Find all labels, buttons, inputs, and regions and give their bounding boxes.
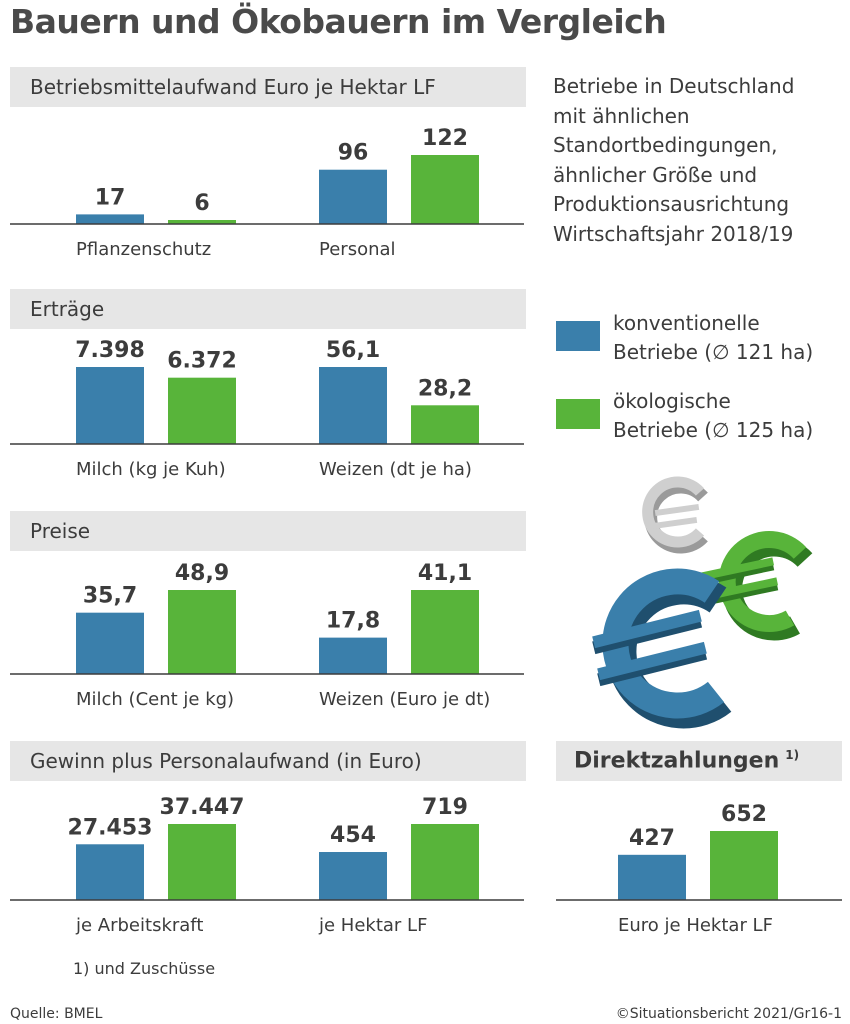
section-title-ertraege: Erträge: [30, 297, 105, 321]
section-header-preise: Preise: [10, 511, 526, 551]
legend-label-line: Betriebe (∅ 125 ha): [613, 418, 814, 442]
category-label: je Arbeitskraft: [75, 915, 203, 936]
euro-icon-green: [699, 531, 813, 641]
chart-panel: 35,7 48,9 Milch (Cent je kg) 17,8 41,1 Weizen…: [10, 561, 524, 710]
section-header-gewinn: Gewinn plus Personalaufwand (in Euro): [10, 741, 526, 781]
bar-value-label: 454: [330, 823, 376, 848]
bar-value-label: 27.453: [68, 815, 153, 840]
page-title: Bauern und Ökobauern im Vergleich: [10, 2, 667, 41]
chart-panel: 27.453 37.447 je Arbeitskraft 454 719 je Hekt…: [10, 795, 524, 936]
info-text: Betriebe in Deutschland mit ähnlichen St…: [553, 72, 794, 249]
legend-label-organic: ökologische Betriebe (∅ 125 ha): [613, 387, 850, 445]
legend-label-conventional: konventionelle Betriebe (∅ 121 ha): [613, 309, 850, 367]
bar-value-label: 719: [422, 795, 468, 820]
euro-symbols-illustration: [592, 476, 813, 729]
section-header-direktzahlungen: Direktzahlungen 1): [556, 741, 842, 781]
category-label: Weizen (Euro je dt): [319, 689, 490, 710]
info-line: ähnlicher Größe und: [553, 162, 758, 187]
bar-organic: [168, 590, 236, 674]
section-title-preise: Preise: [30, 519, 91, 543]
bar-conventional: [76, 367, 144, 444]
category-label: Personal: [319, 239, 396, 260]
category-label: Euro je Hektar LF: [618, 915, 773, 936]
bar-conventional: [76, 844, 144, 900]
info-line: mit ähnlichen: [553, 103, 690, 128]
bar-value-label: 35,7: [83, 584, 137, 609]
info-line: Betriebe in Deutschland: [553, 74, 795, 98]
footnote: 1) und Zuschüsse: [73, 959, 216, 978]
bar-organic: [168, 377, 236, 444]
legend-swatch-organic: [556, 399, 600, 429]
section-header-ertraege: Erträge: [10, 289, 526, 329]
bar-value-label: 17,8: [326, 609, 380, 634]
info-line: Standortbedingungen,: [553, 133, 778, 157]
bar-value-label: 6: [194, 191, 209, 216]
bar-value-label: 122: [422, 126, 468, 151]
bar-organic: [411, 824, 479, 900]
bar-conventional: [618, 854, 686, 900]
bar-value-label: 41,1: [418, 561, 472, 586]
bar-value-label: 37.447: [160, 795, 245, 820]
legend-label-line: ökologische: [613, 389, 731, 413]
direktzahlungen-footnote-mark: 1): [785, 748, 800, 762]
bar-value-label: 6.372: [167, 349, 237, 374]
legend-swatch-conventional: [556, 321, 600, 351]
info-line: Produktionsausrichtung: [553, 192, 790, 216]
euro-icon-blue: [592, 568, 732, 729]
info-line: Wirtschaftsjahr 2018/19: [553, 221, 794, 246]
source-note: Quelle: BMEL: [10, 1006, 103, 1022]
direktzahlungen-title: Direktzahlungen 1): [574, 748, 799, 773]
legend-label-line: konventionelle: [613, 311, 760, 335]
section-title-gewinn: Gewinn plus Personalaufwand (in Euro): [30, 749, 422, 773]
section-title-betriebsmittel: Betriebsmittelaufwand Euro je Hektar LF: [30, 75, 436, 99]
euro-icon-grey: [642, 476, 708, 554]
direktzahlungen-title-text: Direktzahlungen: [574, 748, 780, 774]
bar-value-label: 7.398: [75, 338, 145, 363]
category-label: Pflanzenschutz: [76, 239, 211, 260]
copyright-note: ©Situationsbericht 2021/Gr16-1: [615, 1006, 842, 1022]
bar-conventional: [319, 169, 387, 224]
bar-organic: [710, 831, 778, 900]
bar-value-label: 48,9: [175, 561, 229, 586]
bar-conventional: [319, 852, 387, 900]
bar-conventional: [76, 612, 144, 674]
chart-panel: 7.398 6.372 Milch (kg je Kuh) 56,1 28,2 Weize…: [10, 338, 524, 480]
bar-conventional: [76, 214, 144, 224]
bar-conventional: [319, 637, 387, 674]
bar-value-label: 427: [629, 826, 675, 851]
category-label: Milch (Cent je kg): [76, 689, 234, 710]
bar-organic: [168, 220, 236, 224]
bar-organic: [168, 824, 236, 900]
bar-value-label: 96: [338, 141, 369, 166]
bar-value-label: 17: [95, 185, 126, 210]
category-label: je Hektar LF: [318, 915, 427, 936]
section-header-betriebsmittel: Betriebsmittelaufwand Euro je Hektar LF: [10, 67, 526, 107]
bar-conventional: [319, 367, 387, 444]
legend-label-line: Betriebe (∅ 121 ha): [613, 340, 814, 364]
bar-value-label: 652: [721, 802, 767, 827]
bar-value-label: 56,1: [326, 338, 380, 363]
category-label: Milch (kg je Kuh): [76, 459, 226, 480]
bar-organic: [411, 405, 479, 444]
bar-organic: [411, 590, 479, 674]
category-label: Weizen (dt je ha): [319, 459, 472, 480]
chart-panel: 427 652 Euro je Hektar LF: [556, 802, 842, 936]
bar-value-label: 28,2: [418, 376, 472, 401]
chart-panel: 17 6 Pflanzenschutz 96 122 Personal: [10, 126, 524, 260]
bar-organic: [411, 155, 479, 224]
